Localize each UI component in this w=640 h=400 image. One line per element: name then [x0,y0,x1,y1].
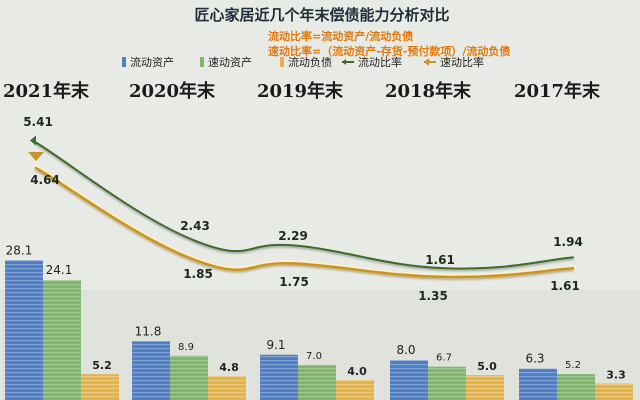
current-ratio-label-5: 1.94 [553,235,583,249]
current-ratio-label-4: 1.61 [425,253,455,267]
bar-value-label-1-3: 5.2 [92,359,112,372]
bar-value-label-5-3: 3.3 [606,369,626,382]
bar-value-label-3-1: 9.1 [266,338,285,352]
bar-value-label-2-3: 4.8 [219,361,239,374]
legend-swatch-1 [122,57,126,67]
bar-2-1 [132,341,170,400]
legend-marker-current-ratio [342,59,346,65]
bar-2-2 [170,355,208,400]
quick-ratio-label-5: 1.61 [550,279,580,293]
bar-value-label-2-1: 11.8 [135,324,162,338]
bar-3-3 [336,380,374,400]
quick-ratio-start-marker [28,152,44,162]
legend: 流动资产 速动资产 流动负债 流动比率 速动比率 [122,55,484,69]
legend-swatch-2 [200,57,204,67]
bar-2-3 [208,376,246,400]
bar-value-label-5-2: 5.2 [565,360,581,371]
bar-3-2 [298,365,336,400]
bar-4-3 [466,375,504,400]
bar-value-label-1-2: 24.1 [46,263,73,277]
legend-label-1: 流动资产 [130,55,174,69]
quick-ratio-label-2: 1.85 [183,267,213,281]
bar-value-label-1-1: 28.1 [6,243,33,257]
bar-value-label-4-2: 6.7 [436,353,452,364]
bar-1-3 [81,374,119,400]
bar-value-label-2-2: 8.9 [178,342,194,353]
category-label-4: 2018年末 [385,80,472,102]
bar-value-label-5-1: 6.3 [525,352,544,366]
bar-value-label-4-3: 5.0 [477,360,497,373]
legend-label-4: 流动比率 [358,55,402,69]
category-label-5: 2017年末 [514,80,601,102]
formula-quick-ratio: 速动比率=（流动资产-存货-预付款项）/流动负债 [268,44,510,58]
current-ratio-line [35,141,574,270]
bar-1-2 [43,280,81,400]
legend-label-3: 流动负债 [288,55,332,69]
bar-4-2 [428,366,466,400]
bars [5,260,633,400]
bar-3-1 [260,354,298,400]
current-ratio-label-1: 5.41 [23,115,53,129]
ratio-lines [28,135,576,280]
category-labels: 2021年末 2020年末 2019年末 2018年末 2017年末 [3,80,601,102]
category-label-1: 2021年末 [3,80,90,102]
current-ratio-label-2: 2.43 [180,219,210,233]
bar-5-1 [519,368,557,400]
category-label-2: 2020年末 [129,80,216,102]
current-ratio-label-3: 2.29 [278,229,308,243]
bar-value-label-3-2: 7.0 [306,351,322,362]
data-labels: 28.1 24.1 5.2 11.8 8.9 4.8 9.1 7.0 4.0 8.0 6.7 5.0 6… [6,115,626,382]
quick-ratio-label-4: 1.35 [418,289,448,303]
formula-current-ratio: 流动比率=流动资产/流动负债 [268,29,413,43]
legend-swatch-3 [280,57,284,67]
legend-label-5: 速动比率 [440,55,484,69]
quick-ratio-line [34,166,575,279]
legend-label-2: 速动资产 [208,55,252,69]
bar-4-1 [390,360,428,400]
quick-ratio-label-3: 1.75 [279,275,309,289]
bar-value-label-3-3: 4.0 [347,365,367,378]
category-label-3: 2019年末 [257,80,344,102]
quick-ratio-label-1: 4.64 [30,173,60,187]
chart-title: 匠心家居近几个年末偿债能力分析对比 [194,6,449,24]
bar-value-label-4-1: 8.0 [396,343,415,357]
legend-marker-quick-ratio [424,58,429,66]
bar-5-2 [557,374,595,400]
bar-1-1 [5,260,43,400]
bar-5-3 [595,383,633,400]
current-ratio-start-marker [30,135,36,146]
